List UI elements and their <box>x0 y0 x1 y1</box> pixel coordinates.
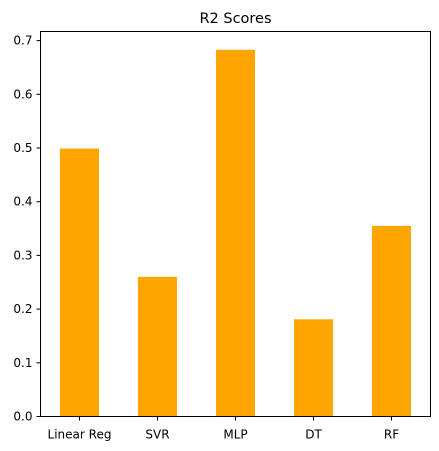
bar-svr <box>138 276 177 417</box>
y-tick-label: 0.4 <box>13 195 32 209</box>
x-tick-label: DT <box>305 428 322 442</box>
y-axis: 0.0 0.1 0.2 0.3 0.4 0.5 0.6 0.7 <box>13 34 41 424</box>
y-tick-label: 0.7 <box>13 34 32 48</box>
bar-rf <box>372 225 411 417</box>
y-tick-label: 0.6 <box>13 87 32 101</box>
y-tick-label: 0.0 <box>13 410 32 424</box>
x-tick-label: SVR <box>145 428 169 442</box>
x-tick-label: Linear Reg <box>48 428 112 442</box>
bar-dt <box>294 319 333 417</box>
y-tick-label: 0.5 <box>13 141 32 155</box>
chart-title: R2 Scores <box>199 11 271 27</box>
bar-linear-reg <box>60 148 99 417</box>
x-tick-label: RF <box>384 428 399 442</box>
y-tick-label: 0.1 <box>13 356 32 370</box>
x-axis: Linear Reg SVR MLP DT RF <box>48 416 399 442</box>
bar-mlp <box>216 49 255 417</box>
y-tick-label: 0.2 <box>13 302 32 316</box>
bars-layer <box>60 49 411 417</box>
y-tick-label: 0.3 <box>13 248 32 262</box>
plot-frame <box>40 31 431 417</box>
x-tick-label: MLP <box>223 428 247 442</box>
